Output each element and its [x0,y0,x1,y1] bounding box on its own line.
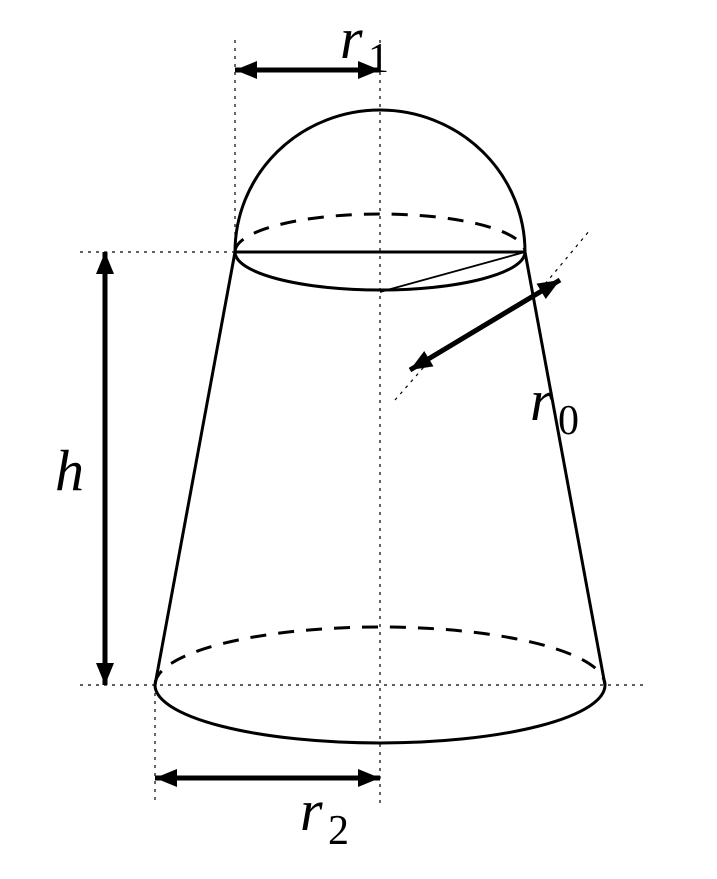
label-r1-subscript: 1 [368,36,389,82]
frustum-right-side [525,252,605,685]
label-r0-subscript: 0 [558,398,579,444]
arrow-r2 [155,769,380,787]
guide-r0-ext-outer [540,230,590,290]
frustum-left-side [155,252,235,685]
label-h: h [55,438,84,503]
dome-arc [235,110,525,252]
label-r2-subscript: 2 [328,808,349,854]
label-r2: r [300,778,323,843]
arrow-h [96,252,114,685]
label-r0: r [530,368,553,433]
label-r1: r [340,6,363,71]
